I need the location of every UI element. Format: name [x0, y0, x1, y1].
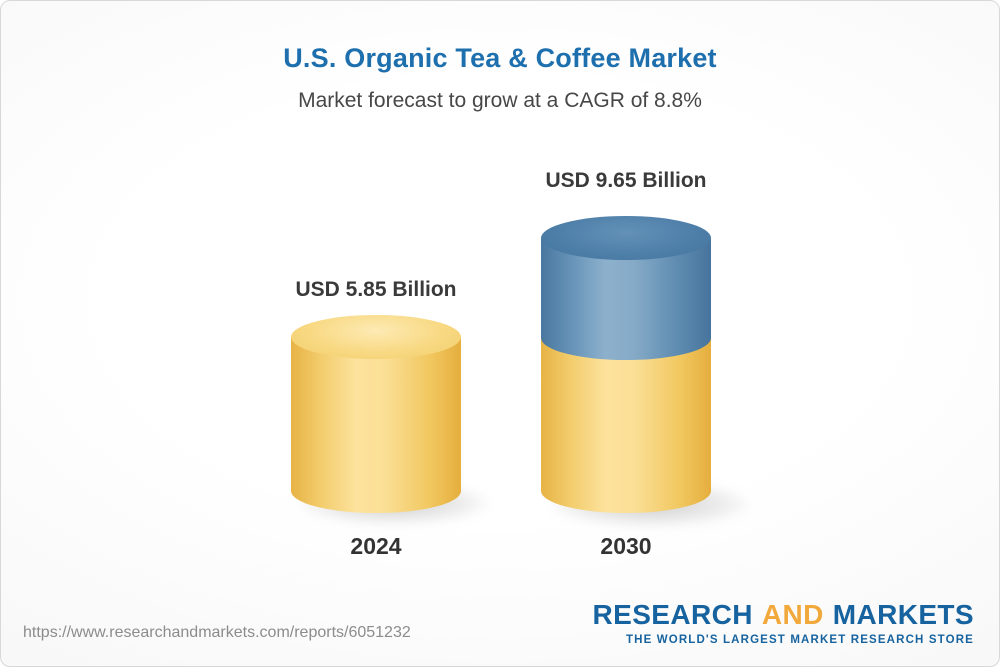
research-and-markets-logo: RESEARCH AND MARKETS THE WORLD'S LARGEST M…: [593, 599, 974, 646]
bar-2030: [541, 216, 711, 513]
value-label-2024: USD 5.85 Billion: [295, 278, 457, 301]
chart-title: U.S. Organic Tea & Coffee Market: [283, 43, 717, 73]
logo-word-research: RESEARCH: [592, 599, 753, 630]
report-url-link[interactable]: https://www.researchandmarkets.com/repor…: [23, 624, 411, 641]
category-label-2024: 2024: [350, 533, 402, 559]
logo-word-and: AND: [761, 599, 824, 630]
category-label-2030: 2030: [600, 533, 652, 559]
bar-2024: [291, 315, 461, 513]
bar-2030-top-ellipse: [541, 216, 711, 260]
logo-tagline: THE WORLD'S LARGEST MARKET RESEARCH STOR…: [625, 634, 974, 646]
bar-2030-yellow-segment: [541, 338, 711, 513]
value-label-2030: USD 9.65 Billion: [545, 169, 707, 192]
logo-word-markets: MARKETS: [832, 599, 974, 630]
logo-wordmark: RESEARCH AND MARKETS: [593, 599, 974, 631]
bar-2024-top-ellipse: [291, 315, 461, 359]
chart-subtitle: Market forecast to grow at a CAGR of 8.8…: [298, 89, 702, 112]
bar-2024-body: [291, 337, 461, 513]
